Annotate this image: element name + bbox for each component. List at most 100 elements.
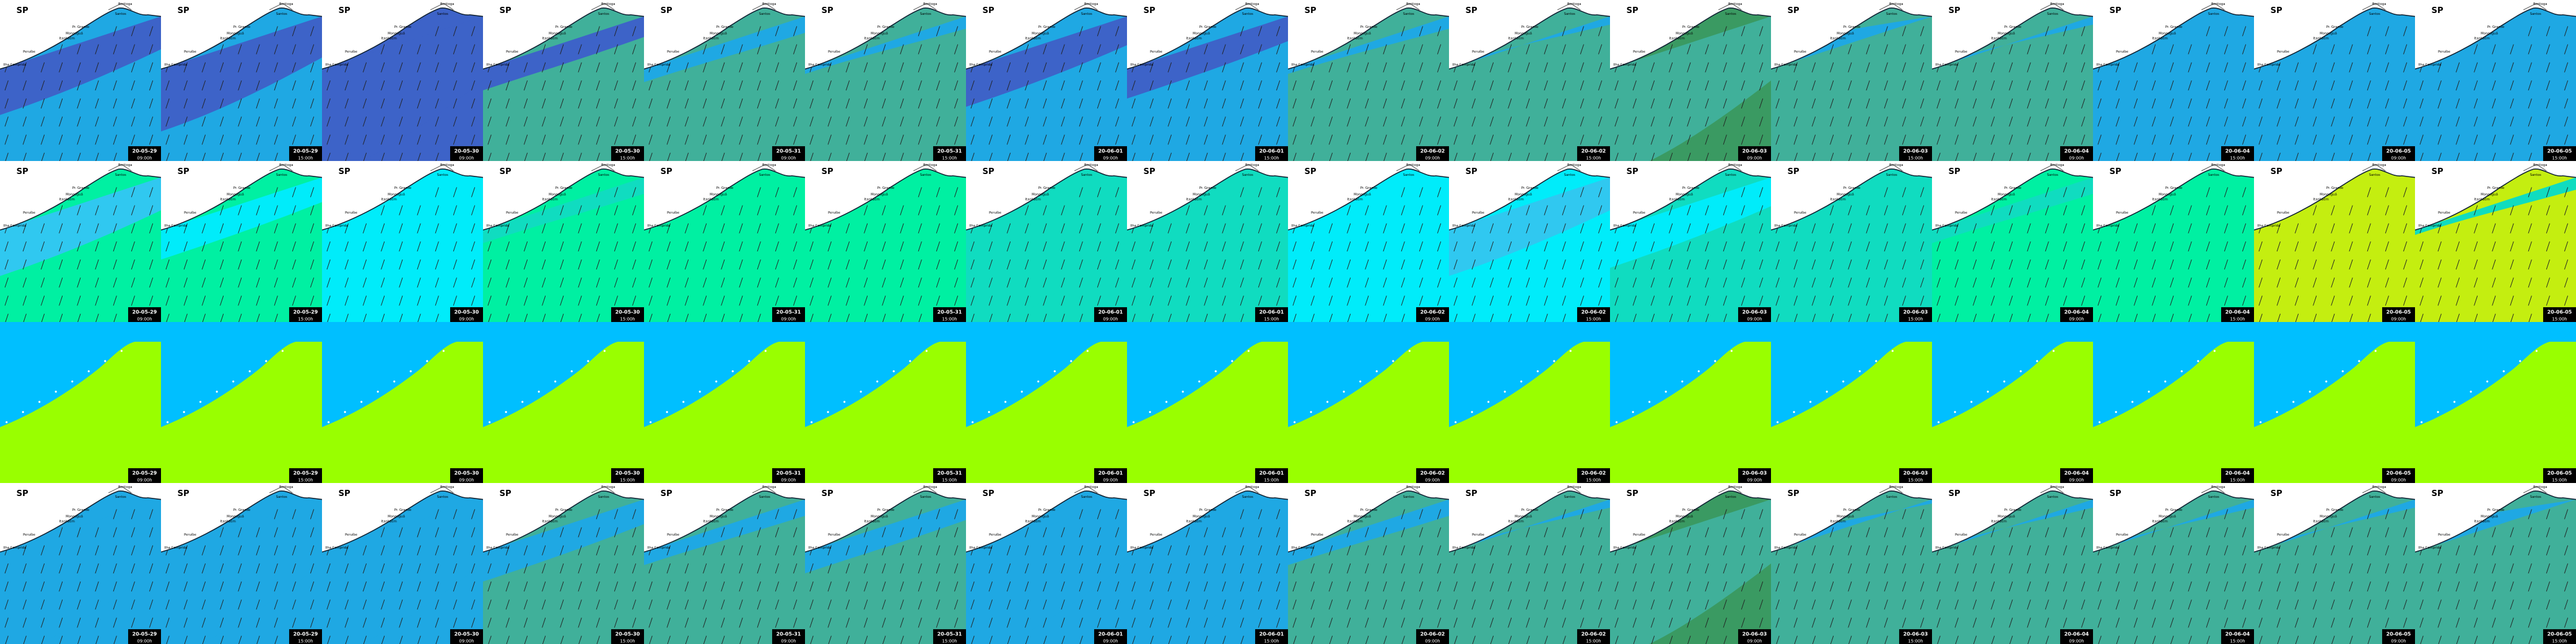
wind-arrow: [1936, 295, 1941, 306]
wind-arrow: [183, 241, 188, 252]
wind-arrow: [310, 617, 315, 628]
wind-arrow: [453, 509, 457, 520]
wind-arrow: [2367, 187, 2371, 198]
coast-point: [265, 360, 268, 362]
wind-arrow: [1222, 635, 1226, 644]
wind-arrow: [1471, 277, 1476, 288]
wind-arrow: [1650, 134, 1655, 145]
wind-arrow: [2027, 80, 2031, 91]
wind-arrow: [1149, 134, 1154, 145]
wind-arrow: [1562, 205, 1566, 215]
wind-arrow: [775, 241, 779, 252]
wind-arrow: [399, 277, 403, 288]
stamp-time: 15:00h: [1908, 477, 1923, 482]
place-label: Santos: [1403, 173, 1414, 177]
place-label: Peruíbe: [506, 50, 518, 54]
wind-arrow: [900, 205, 904, 215]
wind-arrow: [1598, 259, 1603, 270]
wind-arrow: [2349, 617, 2353, 628]
wind-arrow: [882, 44, 886, 54]
place-label: Itanhaém: [1669, 198, 1685, 202]
wind-arrow: [149, 277, 154, 288]
stamp-date: 20-05-30: [616, 471, 640, 476]
wind-arrow: [739, 205, 743, 215]
place-label: Itanhaém: [1186, 198, 1202, 202]
wind-arrow: [1204, 116, 1208, 127]
wind-arrow: [310, 259, 315, 270]
wind-arrow: [2349, 545, 2353, 555]
wind-arrow: [900, 617, 904, 628]
coastline: [0, 490, 161, 553]
wind-arrow: [1240, 277, 1244, 288]
wind-arrow: [632, 134, 637, 145]
wind-arrow: [2115, 295, 2120, 306]
wind-arrow: [1544, 313, 1548, 322]
wind-arrow: [1167, 134, 1172, 145]
wind-arrow: [1131, 134, 1136, 145]
wind-arrow: [828, 635, 832, 644]
wind-arrow: [721, 205, 725, 215]
wind-arrow: [113, 295, 117, 306]
wind-arrow: [1471, 62, 1476, 72]
stamp-date: 20-05-30: [455, 471, 479, 476]
wind-arrow: [1149, 617, 1154, 628]
wind-arrow: [1186, 259, 1190, 270]
wind-arrow: [1258, 581, 1262, 592]
wind-arrow: [2294, 98, 2299, 109]
wind-arrow: [505, 295, 510, 306]
wind-arrow: [2206, 134, 2210, 145]
wind-arrow: [417, 277, 421, 288]
wind-arrow: [131, 205, 135, 215]
place-label: Mongaguá: [66, 193, 83, 197]
place-label: Mongaguá: [1837, 515, 1854, 519]
wind-arrow: [41, 152, 45, 161]
wind-arrow: [1562, 635, 1566, 644]
wind-arrow: [1097, 44, 1101, 54]
wind-arrow: [131, 26, 135, 37]
wind-arrow: [1186, 563, 1190, 574]
wind-arrow: [1526, 134, 1530, 145]
wind-arrow: [505, 223, 510, 233]
wind-arrow: [1615, 152, 1619, 161]
wind-arrow: [1401, 26, 1405, 37]
wind-arrow: [2313, 134, 2317, 145]
place-label: Peruíbe: [23, 533, 35, 537]
wind-arrow: [326, 241, 331, 252]
wind-arrow: [344, 223, 349, 233]
wind-arrow: [1472, 635, 1476, 644]
wind-arrow: [632, 259, 637, 270]
wind-arrow: [344, 98, 349, 109]
bay: [1235, 485, 1259, 494]
place-label: Mongaguá: [1837, 193, 1854, 197]
wind-arrow: [2331, 152, 2335, 161]
state-label: SP: [1627, 6, 1639, 15]
wind-arrow: [292, 223, 296, 233]
wind-arrow: [183, 80, 188, 91]
wind-arrow: [1650, 116, 1655, 127]
wind-arrow: [1490, 635, 1494, 644]
coast-point: [1326, 401, 1329, 403]
wind-arrow: [2385, 581, 2389, 592]
stamp-time: 09:00h: [1747, 638, 1762, 643]
wind-arrow: [2294, 241, 2299, 252]
wind-arrow: [59, 259, 63, 270]
wind-arrow: [2258, 599, 2263, 610]
wind-arrow: [2027, 116, 2031, 127]
coast-point: [972, 421, 974, 424]
wind-arrow: [2009, 205, 2013, 215]
wind-arrow: [989, 152, 993, 161]
wind-arrow: [4, 98, 9, 109]
wind-arrow: [2492, 80, 2496, 91]
wind-arrow: [2045, 581, 2049, 592]
wind-arrow: [1097, 581, 1101, 592]
wind-arrow: [327, 313, 331, 322]
wind-arrow: [1633, 313, 1637, 322]
wind-arrow: [596, 295, 600, 306]
wind-arrow: [2313, 205, 2317, 215]
wind-arrow: [95, 563, 99, 574]
place-label: Ilha Comprida: [2418, 546, 2441, 550]
wind-arrow: [41, 635, 45, 644]
wind-arrow: [505, 241, 510, 252]
wind-arrow: [864, 80, 868, 91]
